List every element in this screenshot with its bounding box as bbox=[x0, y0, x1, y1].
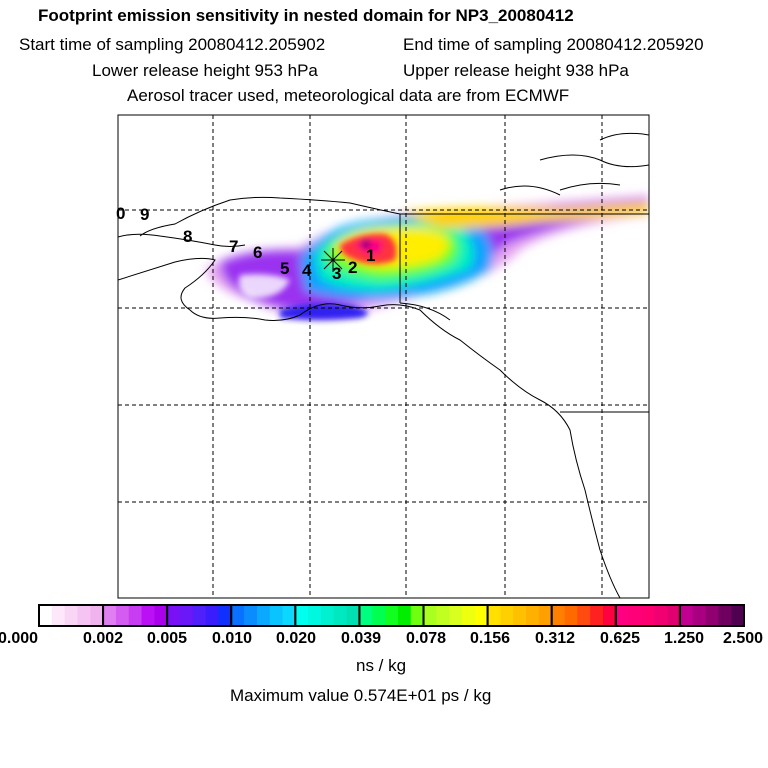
colorbar-unit: ns / kg bbox=[356, 656, 407, 675]
trajectory-label: 4 bbox=[302, 261, 312, 280]
colorbar-swatch bbox=[51, 605, 66, 626]
colorbar-swatch bbox=[154, 605, 168, 626]
colorbar-swatch bbox=[718, 605, 732, 626]
upper-release-height: Upper release height 938 hPa bbox=[403, 61, 629, 80]
colorbar-swatch bbox=[64, 605, 78, 626]
trajectory-label: 1 bbox=[366, 246, 375, 265]
colorbar-tick-label: 0.156 bbox=[469, 630, 511, 647]
emission-plume bbox=[205, 195, 649, 320]
trajectory-label: 2 bbox=[348, 258, 357, 277]
colorbar-tick-label: 1.250 bbox=[663, 630, 705, 647]
title-line4: Aerosol tracer used, meteorological data… bbox=[127, 86, 570, 105]
colorbar-swatch bbox=[231, 605, 245, 626]
colorbar-swatch bbox=[141, 605, 155, 626]
colorbar-swatch bbox=[615, 605, 630, 626]
colorbar-swatch bbox=[628, 605, 642, 626]
trajectory-label: 9 bbox=[140, 205, 149, 224]
colorbar-swatch bbox=[256, 605, 271, 626]
colorbar-swatch bbox=[513, 605, 527, 626]
colorbar-swatch bbox=[603, 605, 617, 626]
start-time: Start time of sampling 20080412.205902 bbox=[19, 35, 326, 54]
colorbar-swatch bbox=[564, 605, 578, 626]
colorbar-swatch bbox=[474, 605, 489, 626]
colorbar-swatch bbox=[167, 605, 181, 626]
colorbar-swatch bbox=[128, 605, 143, 626]
trajectory-label: 5 bbox=[280, 259, 289, 278]
release-location-marker-icon bbox=[321, 248, 345, 272]
colorbar-swatch bbox=[679, 605, 694, 626]
colorbar-swatch bbox=[90, 605, 104, 626]
colorbar-swatch bbox=[731, 605, 745, 626]
colorbar-tick-label: 0.625 bbox=[599, 630, 641, 647]
colorbar-tick-label: 0.312 bbox=[534, 630, 576, 647]
colorbar-swatch bbox=[423, 605, 437, 626]
colorbar-tick-label: 0.010 bbox=[211, 630, 253, 647]
colorbar-tick-label: 0.005 bbox=[146, 630, 188, 647]
colorbar-swatch bbox=[359, 605, 373, 626]
map-frame bbox=[117, 114, 650, 599]
colorbar-swatch bbox=[346, 605, 360, 626]
colorbar-swatch bbox=[538, 605, 553, 626]
colorbar-swatch bbox=[103, 605, 117, 626]
trajectory-label: 6 bbox=[253, 243, 262, 262]
colorbar-swatch bbox=[115, 605, 130, 626]
colorbar-swatch bbox=[410, 605, 425, 626]
end-time: End time of sampling 20080412.205920 bbox=[403, 35, 704, 54]
colorbar-tick-label: 0.002 bbox=[82, 630, 124, 647]
colorbar-swatch bbox=[205, 605, 219, 626]
trajectory-label: 0 bbox=[116, 204, 125, 223]
colorbar-swatch bbox=[385, 605, 399, 626]
colorbar-swatch bbox=[282, 605, 296, 626]
colorbar-swatch bbox=[654, 605, 668, 626]
colorbar-swatch bbox=[449, 605, 463, 626]
colorbar-swatch bbox=[192, 605, 207, 626]
trajectory-label: 8 bbox=[183, 227, 192, 246]
colorbar-swatch bbox=[577, 605, 591, 626]
colorbar-swatch bbox=[333, 605, 348, 626]
colorbar-tick-label: 0.039 bbox=[340, 630, 382, 647]
colorbar bbox=[38, 604, 746, 627]
trajectory-labels: 0 9 8 7 65 4 3 21 bbox=[116, 204, 375, 283]
colorbar-block bbox=[678, 604, 746, 627]
colorbar-swatch bbox=[180, 605, 194, 626]
colorbar-swatch bbox=[462, 605, 476, 626]
colorbar-tick-label: 0.000 bbox=[0, 630, 39, 647]
colorbar-swatch bbox=[551, 605, 566, 626]
colorbar-tick-label: 0.020 bbox=[275, 630, 317, 647]
colorbar-swatch bbox=[436, 605, 450, 626]
colorbar-swatch bbox=[641, 605, 655, 626]
colorbar-swatch bbox=[372, 605, 386, 626]
colorbar-swatch bbox=[321, 605, 335, 626]
colorbar-swatch bbox=[500, 605, 514, 626]
lower-release-height: Lower release height 953 hPa bbox=[92, 61, 318, 80]
graticule bbox=[118, 115, 649, 598]
colorbar-tick-label: 2.500 bbox=[722, 630, 764, 647]
colorbar-swatch bbox=[244, 605, 258, 626]
maximum-value: Maximum value 0.574E+01 ps / kg bbox=[230, 686, 492, 705]
colorbar-swatch bbox=[39, 605, 53, 626]
colorbar-swatch bbox=[295, 605, 309, 626]
trajectory-label: 7 bbox=[229, 237, 238, 256]
title-line1: Footprint emission sensitivity in nested… bbox=[38, 6, 574, 25]
colorbar-swatch bbox=[218, 605, 232, 626]
trajectory-label: 3 bbox=[332, 264, 341, 283]
colorbar-swatch bbox=[308, 605, 322, 626]
colorbar-swatch bbox=[692, 605, 707, 626]
colorbar-swatch bbox=[526, 605, 540, 626]
colorbar-swatch bbox=[667, 605, 681, 626]
colorbar-swatch bbox=[487, 605, 501, 626]
colorbar-swatch bbox=[269, 605, 284, 626]
colorbar-swatch bbox=[590, 605, 604, 626]
colorbar-tick-label: 0.078 bbox=[405, 630, 447, 647]
colorbar-swatch bbox=[705, 605, 719, 626]
colorbar-swatch bbox=[397, 605, 412, 626]
colorbar-swatch bbox=[77, 605, 91, 626]
